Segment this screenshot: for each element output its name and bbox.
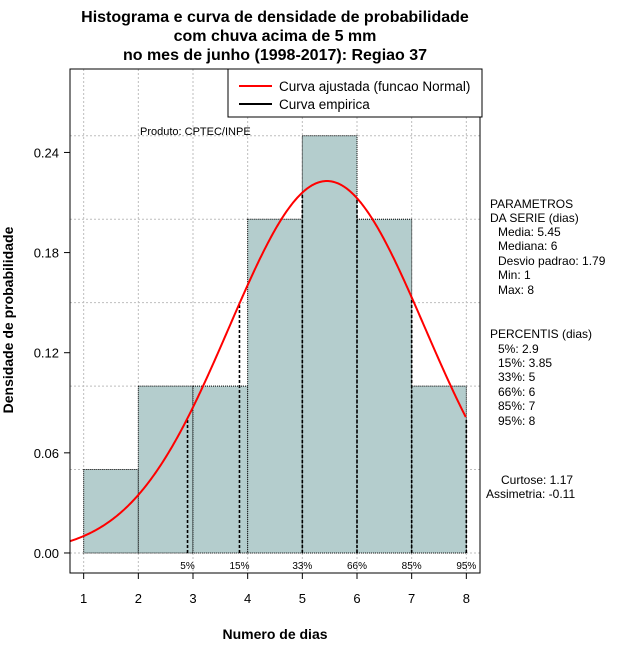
bar-6	[356, 218, 413, 554]
percentile-label-95%: 95%	[456, 561, 476, 572]
x-tick-label-4: 4	[244, 591, 251, 606]
percentile-labels: 5% 15% 33% 66% 85% 95%	[180, 561, 476, 572]
x-tick-label-5: 5	[299, 591, 306, 606]
param-sd: Desvio padrao: 1.79	[498, 254, 606, 268]
percentile-15: 15%: 3.85	[498, 356, 552, 370]
percentile-5: 5%: 2.9	[498, 342, 539, 356]
percentile-label-85%: 85%	[402, 561, 422, 572]
percentile-label-66%: 66%	[347, 561, 367, 572]
skewness: Assimetria: -0.11	[486, 487, 575, 501]
x-tick-label-2: 2	[135, 591, 142, 606]
x-tick-label-8: 8	[463, 591, 470, 606]
x-axis-label: Numero de dias	[222, 626, 327, 642]
bar-2	[137, 385, 194, 554]
percentiles-panel: PERCENTIS (dias) 5%: 2.9 15%: 3.85 33%: …	[490, 327, 592, 428]
percentis-heading: PERCENTIS (dias)	[490, 327, 592, 341]
y-tick-label-0.12: 0.12	[34, 346, 59, 361]
bar-7	[411, 385, 467, 554]
percentile-label-5%: 5%	[180, 561, 195, 572]
x-tick-label-1: 1	[80, 591, 87, 606]
percentile-lines	[186, 192, 468, 553]
param-median: Mediana: 6	[498, 239, 558, 253]
params-heading-1: PARAMETROS	[490, 197, 573, 211]
kurtosis: Curtose: 1.17	[501, 473, 573, 487]
y-tick-label-0.18: 0.18	[34, 246, 59, 261]
legend-box	[227, 68, 483, 118]
bar-4	[247, 218, 303, 554]
percentile-33: 33%: 5	[498, 370, 536, 384]
source-label: Produto: CPTEC/INPE	[140, 126, 251, 138]
title-line-1: Histograma e curva de densidade de proba…	[81, 9, 469, 26]
series-parameters: PARAMETROS DA SERIE (dias) Media: 5.45 M…	[490, 197, 606, 297]
bar-1	[83, 469, 139, 554]
x-axis: 1 2 3 4 5 6 7 8	[80, 573, 470, 606]
x-tick-label-7: 7	[408, 591, 415, 606]
percentile-66: 66%: 6	[498, 385, 536, 399]
percentile-label-15%: 15%	[229, 561, 249, 572]
param-max: Max: 8	[498, 283, 534, 297]
params-heading-2: DA SERIE (dias)	[490, 211, 579, 225]
fitted-normal-curve	[69, 180, 467, 543]
histogram-bars	[83, 135, 467, 554]
legend-label-fitted: Curva ajustada (funcao Normal)	[279, 79, 470, 94]
param-mean: Media: 5.45	[498, 225, 561, 239]
y-tick-label-0.24: 0.24	[34, 145, 59, 160]
y-tick-label-0.00: 0.00	[34, 546, 59, 561]
y-axis-label: Densidade de probabilidade	[0, 226, 16, 413]
x-tick-label-3: 3	[189, 591, 196, 606]
shape-stats: Curtose: 1.17 Assimetria: -0.11	[486, 473, 575, 501]
x-tick-label-6: 6	[353, 591, 360, 606]
percentile-85: 85%: 7	[498, 399, 536, 413]
bar-5	[301, 135, 358, 554]
legend: Curva ajustada (funcao Normal) Curva emp…	[227, 68, 483, 118]
percentile-label-33%: 33%	[292, 561, 312, 572]
param-min: Min: 1	[498, 268, 531, 282]
chart-title: Histograma e curva de densidade de proba…	[81, 9, 469, 64]
legend-label-empirical: Curva empirica	[279, 97, 370, 112]
percentile-95: 95%: 8	[498, 414, 536, 428]
title-line-3: no mes de junho (1998-2017): Regiao 37	[123, 47, 427, 64]
y-tick-label-0.06: 0.06	[34, 446, 59, 461]
title-line-2: com chuva acima de 5 mm	[174, 28, 377, 45]
y-axis: 0.00 0.06 0.12 0.18 0.24	[34, 145, 70, 561]
